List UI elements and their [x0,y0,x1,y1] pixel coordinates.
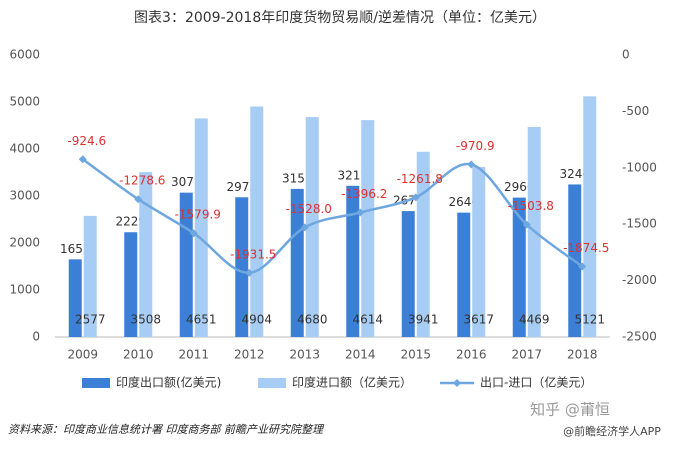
data-label: 4469 [519,313,550,327]
data-label: -1874.5 [563,241,609,255]
y-tick-label: 2000 [9,236,40,250]
legend-swatch [82,378,110,388]
data-label: 3151 [282,171,313,185]
y2-tick-label: 0 [622,48,630,62]
legend-label: 印度进口额（亿美元） [292,375,412,390]
bar [250,106,264,338]
data-label: 2973 [226,180,257,194]
x-tick-label: 2009 [67,348,98,362]
data-label: -1579.9 [175,208,221,222]
point [134,195,143,204]
y-tick-label: 4000 [9,142,40,156]
bar [194,118,208,337]
x-tick-label: 2018 [567,348,598,362]
data-label: 3217 [337,168,368,182]
x-tick-label: 2010 [123,348,154,362]
bar [512,197,526,337]
data-label: -970.9 [456,139,495,153]
data-label: 4614 [352,313,383,327]
y-tick-label: 5000 [9,95,40,109]
point [467,160,476,169]
bar [583,96,597,337]
bar [346,185,360,337]
data-label: 4904 [241,313,272,327]
x-tick-label: 2016 [456,348,487,362]
source: 资料来源：印度商业信息统计署 印度商务部 前瞻产业研究院整理 [8,423,325,436]
point [411,193,420,202]
data-label: -924.6 [67,134,106,148]
x-tick-label: 2013 [289,348,320,362]
data-label: 3246 [559,167,590,181]
watermark: 知乎 @莆恒 [530,401,610,419]
bar [305,117,319,337]
line [82,158,584,275]
bar [457,212,471,337]
data-label: 2577 [75,313,106,327]
bar [139,172,153,337]
y-tick-label: 3000 [9,189,40,203]
x-tick-label: 2017 [511,348,542,362]
y-tick-label: 0 [32,330,40,344]
legend-swatch [453,379,461,387]
data-label: 2229 [115,215,146,229]
legend-swatch [258,378,286,388]
data-label: 5121 [574,313,605,327]
bar [83,215,97,337]
point [356,208,365,217]
data-label: 2966 [504,180,535,194]
point [522,220,531,229]
bar [68,259,82,337]
x-tick-label: 2012 [234,348,265,362]
bar [179,192,193,337]
data-label: -1528.0 [286,202,332,216]
y2-tick-label: -500 [622,104,649,118]
data-label: -1261.8 [397,172,443,186]
data-label: 3617 [463,313,494,327]
point [300,223,309,232]
data-label: 4680 [297,313,328,327]
x-tick-label: 2011 [178,348,209,362]
bar [401,211,415,337]
bar [416,151,430,337]
bar [472,167,486,337]
data-label: -1278.6 [119,174,165,188]
point [78,155,87,164]
y2-tick-label: -1500 [622,217,657,231]
point [245,268,254,277]
watermark: @前瞻经济学人APP [563,424,661,438]
data-label: 3941 [408,313,439,327]
point [189,229,198,238]
x-tick-label: 2015 [400,348,431,362]
bar [290,188,304,337]
bar [124,232,138,337]
data-label: 3508 [130,313,161,327]
data-label: 4651 [186,313,217,327]
x-tick-label: 2014 [345,348,376,362]
data-label: 1652 [60,242,91,256]
data-label: 3071 [171,175,202,189]
legend-label: 出口-进口（亿美元） [480,375,592,390]
point [578,262,587,271]
bar [235,197,249,337]
data-label: -1931.5 [230,247,276,261]
y2-tick-label: -2500 [622,330,657,344]
bar [361,120,375,337]
data-label: -1503.8 [508,199,554,213]
y2-tick-label: -2000 [622,273,657,287]
legend-label: 印度出口额(亿美元) [116,375,221,390]
chart-title: 图表3：2009-2018年印度货物贸易顺/逆差情况（单位：亿美元） [134,9,546,26]
y-tick-label: 6000 [9,48,40,62]
y2-tick-label: -1000 [622,160,657,174]
data-label: 2646 [448,195,479,209]
data-label: -1396.2 [341,187,387,201]
y-tick-label: 1000 [9,283,40,297]
